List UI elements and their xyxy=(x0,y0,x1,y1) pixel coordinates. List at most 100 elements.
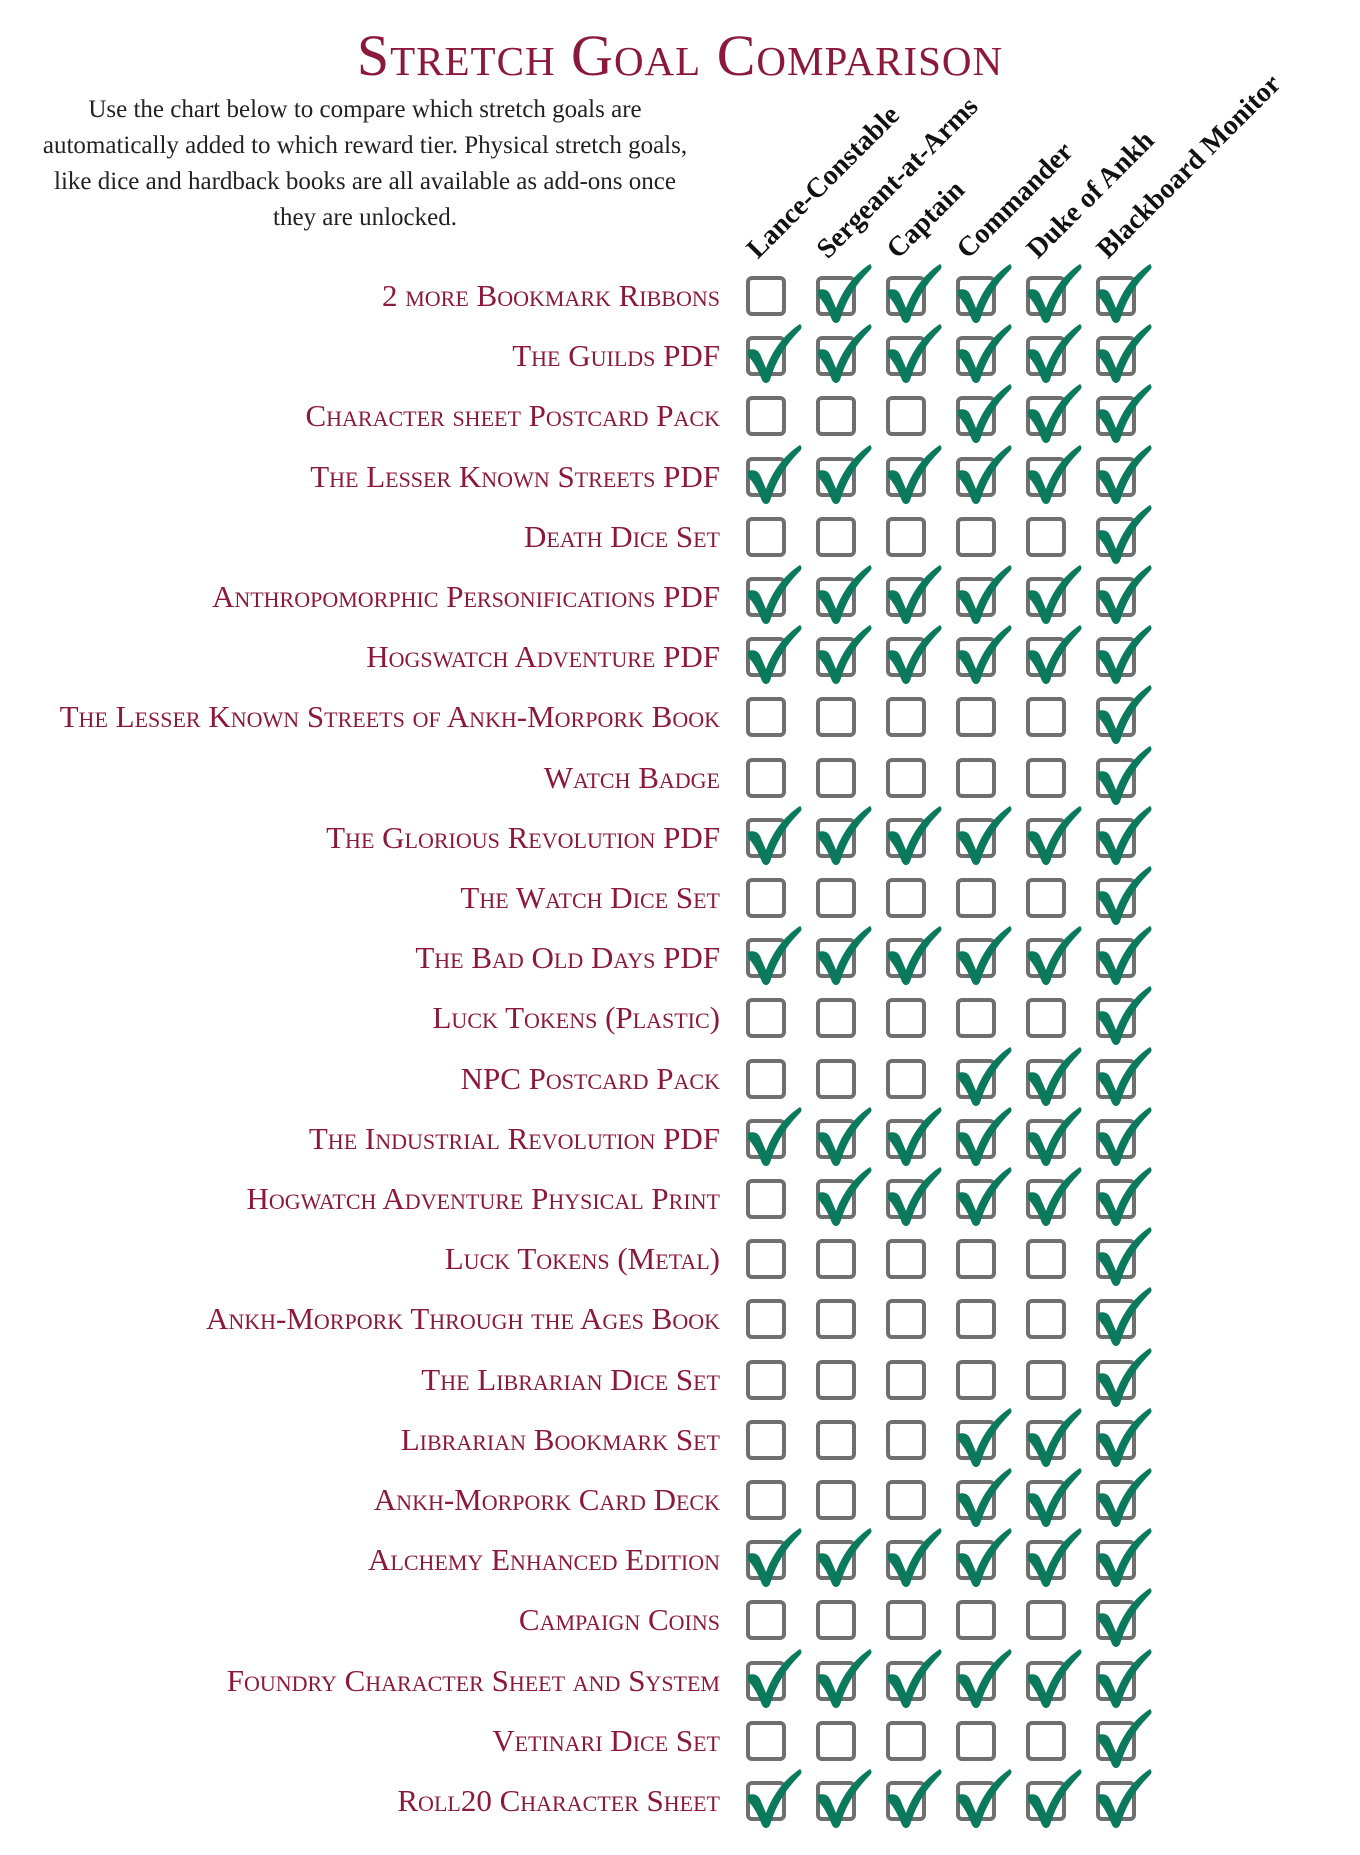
check-mark-icon xyxy=(1098,504,1152,564)
tier-cell xyxy=(882,324,946,386)
empty-checkbox-icon xyxy=(746,1239,786,1280)
empty-checkbox-icon xyxy=(1026,757,1066,798)
check-mark-icon xyxy=(818,1648,872,1708)
tier-cell xyxy=(1022,264,1086,326)
check-mark-icon xyxy=(818,444,872,504)
empty-checkbox-icon xyxy=(746,1359,786,1400)
stretch-goal-label: Anthropomorphic Personifications PDF xyxy=(211,579,720,614)
empty-checkbox-icon xyxy=(816,757,856,798)
check-mark-icon xyxy=(818,264,872,323)
empty-checkbox-icon xyxy=(816,1419,856,1460)
check-mark-icon xyxy=(1098,444,1152,504)
check-mark-icon xyxy=(958,444,1012,504)
tier-cell xyxy=(952,691,1016,747)
tier-cell xyxy=(742,992,806,1048)
tier-cell xyxy=(952,992,1016,1048)
stretch-goal-label: The Glorious Revolution PDF xyxy=(326,819,720,855)
tier-cell xyxy=(882,1648,946,1711)
tier-cell xyxy=(1092,264,1156,326)
empty-checkbox-icon xyxy=(956,757,996,798)
tier-cell xyxy=(1092,745,1156,808)
empty-checkbox-icon xyxy=(1026,697,1066,738)
tier-cell xyxy=(812,511,876,567)
tier-cell xyxy=(882,1354,946,1410)
tier-cell xyxy=(812,1053,876,1109)
tier-cell xyxy=(952,1167,1016,1229)
stretch-goal-label: The Lesser Known Streets PDF xyxy=(310,458,720,494)
empty-checkbox-icon xyxy=(886,1720,926,1761)
empty-checkbox-icon xyxy=(886,396,926,437)
check-mark-icon xyxy=(1098,1227,1152,1287)
tier-cell xyxy=(1092,565,1156,627)
tier-cell xyxy=(742,1293,806,1349)
empty-checkbox-icon xyxy=(956,998,996,1039)
empty-checkbox-icon xyxy=(886,1299,926,1340)
check-mark-icon xyxy=(1028,625,1082,685)
check-mark-icon xyxy=(888,1769,942,1828)
tier-cell xyxy=(1092,1347,1156,1410)
tier-cell xyxy=(1092,1528,1156,1590)
check-mark-icon xyxy=(1098,1769,1152,1828)
stretch-goal-label: The Guilds PDF xyxy=(512,338,720,374)
tier-cell xyxy=(1092,1407,1156,1470)
check-mark-icon xyxy=(958,625,1012,685)
check-mark-icon xyxy=(1098,1347,1152,1407)
check-mark-icon xyxy=(748,324,802,384)
check-mark-icon xyxy=(1028,565,1082,624)
tier-cell xyxy=(882,264,946,326)
tier-cell xyxy=(882,1106,946,1169)
tier-cell xyxy=(742,1648,806,1711)
tier-cell xyxy=(742,390,806,446)
tier-cell xyxy=(952,1468,1016,1530)
tier-cell xyxy=(1022,1167,1086,1229)
tier-cell xyxy=(812,390,876,446)
check-mark-icon xyxy=(888,264,942,323)
check-mark-icon xyxy=(1098,625,1152,685)
tier-cell xyxy=(952,264,1016,326)
tier-cell xyxy=(882,1233,946,1289)
tier-cell xyxy=(882,752,946,808)
tier-cell xyxy=(1022,752,1086,808)
empty-checkbox-icon xyxy=(956,1720,996,1761)
tier-cell xyxy=(1022,511,1086,567)
check-mark-icon xyxy=(1028,444,1082,504)
tier-cell xyxy=(812,444,876,507)
tier-cell xyxy=(742,1769,806,1831)
tier-cell xyxy=(1022,1528,1086,1590)
stretch-goal-label: Ankh-Morpork Card Deck xyxy=(373,1482,720,1517)
check-mark-icon xyxy=(958,805,1012,865)
empty-checkbox-icon xyxy=(886,878,926,918)
tier-cell xyxy=(1022,1233,1086,1289)
check-mark-icon xyxy=(1028,264,1082,323)
check-mark-icon xyxy=(888,1167,942,1226)
tier-cell xyxy=(1022,1407,1086,1470)
tier-cell xyxy=(882,926,946,988)
check-mark-icon xyxy=(1098,866,1152,925)
tier-cell xyxy=(882,1769,946,1831)
check-mark-icon xyxy=(958,1648,1012,1708)
empty-checkbox-icon xyxy=(746,757,786,798)
tier-cell xyxy=(1092,805,1156,868)
tier-cell xyxy=(812,1474,876,1530)
check-mark-icon xyxy=(1098,1528,1152,1588)
tier-cell xyxy=(742,511,806,567)
tier-cell xyxy=(1022,805,1086,868)
empty-checkbox-icon xyxy=(816,396,856,437)
tier-cell xyxy=(812,565,876,627)
check-mark-icon xyxy=(888,805,942,865)
tier-cell xyxy=(882,805,946,868)
check-mark-icon xyxy=(1098,1407,1152,1467)
check-mark-icon xyxy=(1098,926,1152,986)
check-mark-icon xyxy=(1028,1167,1082,1226)
empty-checkbox-icon xyxy=(746,1480,786,1520)
tier-cell xyxy=(882,992,946,1048)
tier-cell xyxy=(1022,992,1086,1048)
check-mark-icon xyxy=(1098,324,1152,384)
tier-cell xyxy=(812,992,876,1048)
tier-cell xyxy=(882,1293,946,1349)
stretch-goal-label: Luck Tokens (Metal) xyxy=(444,1241,720,1277)
tier-cell xyxy=(1092,1588,1156,1650)
tier-cell xyxy=(952,324,1016,386)
tier-cell xyxy=(1092,1106,1156,1169)
stretch-goal-label: Ankh-Morpork Through the Ages Book xyxy=(205,1301,720,1337)
